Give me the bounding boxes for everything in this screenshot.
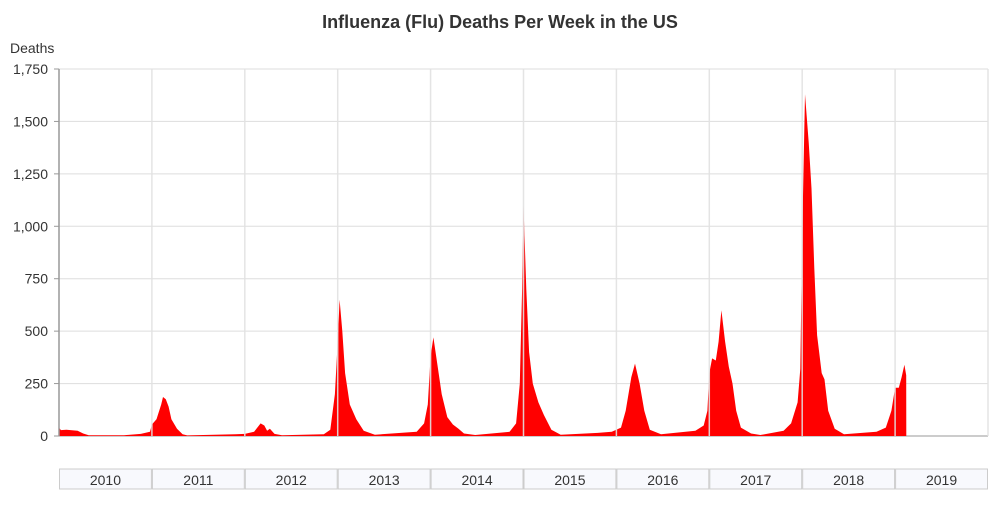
vertical-gridlines bbox=[58, 69, 989, 436]
x-tick-label: 2013 bbox=[369, 472, 400, 488]
chart-title: Influenza (Flu) Deaths Per Week in the U… bbox=[322, 12, 678, 32]
x-tick-label: 2018 bbox=[833, 472, 864, 488]
area-series bbox=[59, 94, 907, 436]
x-tick-label: 2014 bbox=[461, 472, 492, 488]
y-tick-label: 500 bbox=[25, 323, 49, 339]
y-tick-label: 1,500 bbox=[13, 113, 48, 129]
year-label-box bbox=[59, 468, 152, 490]
y-tick-label: 0 bbox=[40, 428, 48, 444]
year-label-box bbox=[151, 468, 245, 490]
x-tick-label: 2011 bbox=[183, 472, 213, 488]
area-deaths bbox=[59, 94, 907, 436]
year-label-box bbox=[337, 468, 431, 490]
x-tick-label: 2017 bbox=[740, 472, 771, 488]
year-label-box bbox=[523, 468, 617, 490]
x-tick-label: 2015 bbox=[554, 472, 585, 488]
y-axis-ticks: 0 250 500 750 1,000 1,250 1,500 1,750 bbox=[13, 61, 59, 444]
year-label-box bbox=[244, 468, 338, 490]
y-tick-label: 1,750 bbox=[13, 61, 48, 77]
x-tick-label: 2019 bbox=[926, 472, 957, 488]
y-tick-label: 750 bbox=[25, 271, 49, 287]
x-tick-label: 2012 bbox=[276, 472, 307, 488]
year-label-box bbox=[709, 468, 803, 490]
y-tick-label: 250 bbox=[25, 376, 49, 392]
x-axis-year-labels: 2010 2011 2012 2013 2014 2015 2016 2017 2018 2019 bbox=[59, 468, 988, 490]
x-tick-label: 2010 bbox=[90, 472, 121, 488]
year-label-box bbox=[802, 468, 896, 490]
y-tick-label: 1,250 bbox=[13, 166, 48, 182]
year-label-box bbox=[430, 468, 524, 490]
year-label-box bbox=[895, 468, 988, 490]
y-axis-label: Deaths bbox=[10, 40, 54, 56]
y-tick-label: 1,000 bbox=[13, 218, 48, 234]
x-tick-label: 2016 bbox=[647, 472, 678, 488]
year-label-box bbox=[616, 468, 710, 490]
